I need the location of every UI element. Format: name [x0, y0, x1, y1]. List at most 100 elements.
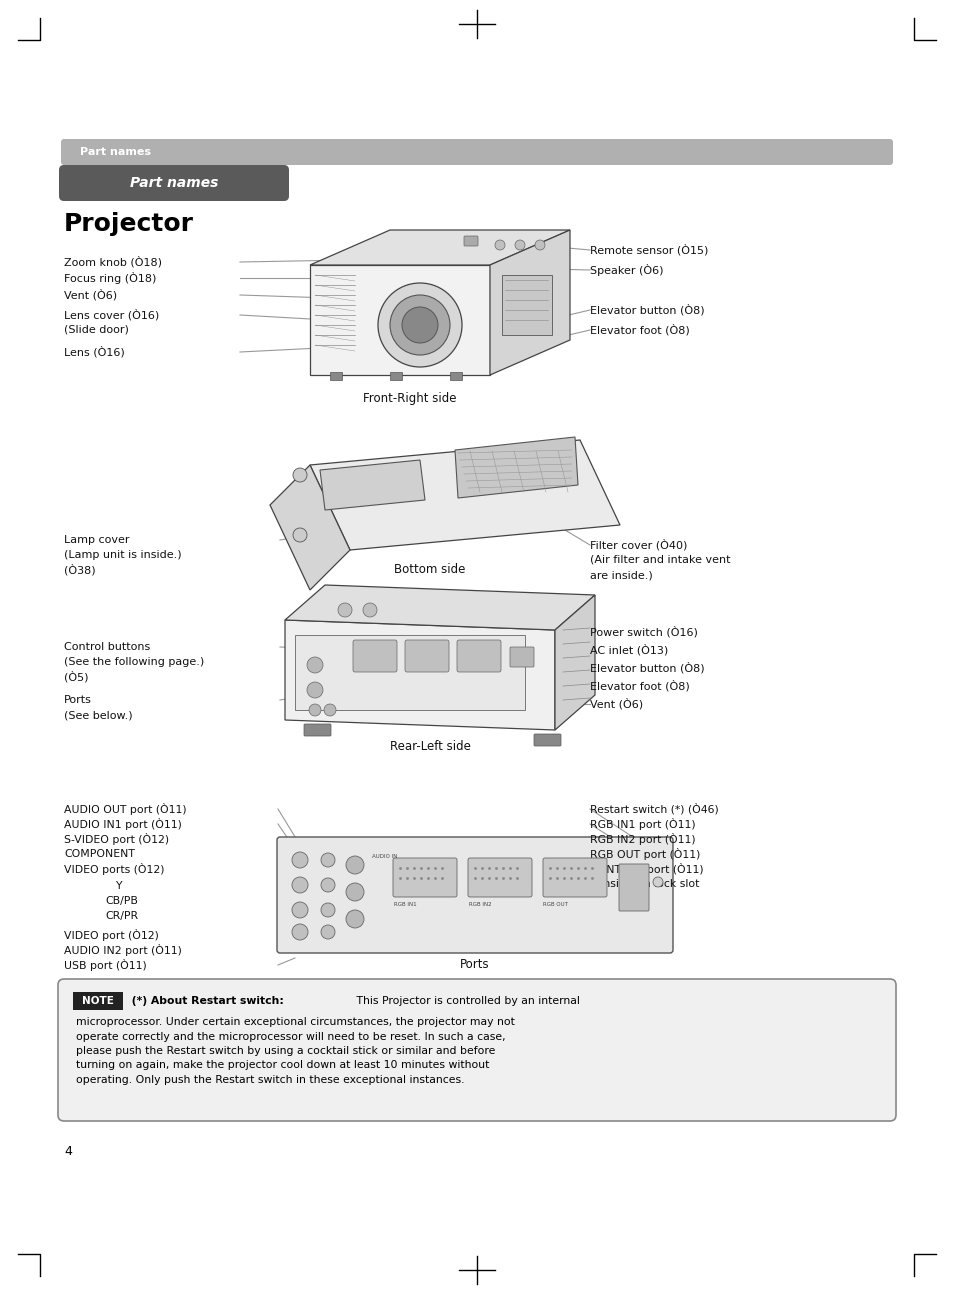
FancyBboxPatch shape [58, 980, 895, 1121]
FancyBboxPatch shape [304, 725, 331, 736]
FancyBboxPatch shape [534, 734, 560, 747]
Text: NOTE: NOTE [82, 996, 113, 1005]
Text: (See the following page.): (See the following page.) [64, 657, 204, 666]
FancyBboxPatch shape [276, 837, 672, 952]
FancyBboxPatch shape [330, 371, 341, 380]
Text: Zoom knob (Ò18): Zoom knob (Ò18) [64, 256, 162, 268]
Text: RGB IN2 port (Ò11): RGB IN2 port (Ò11) [589, 833, 695, 845]
FancyBboxPatch shape [59, 166, 289, 201]
Text: Kensington lock slot: Kensington lock slot [589, 879, 699, 889]
FancyBboxPatch shape [618, 864, 648, 911]
Circle shape [307, 682, 323, 697]
Text: S-VIDEO port (Ò12): S-VIDEO port (Ò12) [64, 833, 169, 845]
FancyBboxPatch shape [390, 371, 401, 380]
Text: (*) About Restart switch:: (*) About Restart switch: [128, 996, 284, 1005]
Text: (Ò38): (Ò38) [64, 564, 95, 576]
FancyBboxPatch shape [294, 635, 524, 710]
FancyBboxPatch shape [456, 641, 500, 672]
Text: CR/PR: CR/PR [105, 911, 138, 921]
Text: Ports: Ports [459, 958, 489, 970]
Text: Bottom side: Bottom side [394, 563, 465, 576]
Text: Power switch (Ò16): Power switch (Ò16) [589, 626, 698, 638]
Text: Elevator button (Ò8): Elevator button (Ò8) [589, 663, 704, 674]
Polygon shape [310, 440, 619, 550]
Text: AUDIO IN2 port (Ò11): AUDIO IN2 port (Ò11) [64, 945, 182, 956]
Text: VIDEO ports (Ò12): VIDEO ports (Ò12) [64, 863, 164, 875]
Text: COMPONENT: COMPONENT [64, 849, 134, 859]
Text: (Slide door): (Slide door) [64, 325, 129, 335]
Text: operate correctly and the microprocessor will need to be reset. In such a case,: operate correctly and the microprocessor… [76, 1031, 505, 1042]
Text: RGB OUT port (Ò11): RGB OUT port (Ò11) [589, 848, 700, 861]
Text: Front-Right side: Front-Right side [363, 392, 456, 405]
FancyBboxPatch shape [542, 858, 606, 897]
Text: Ports: Ports [64, 695, 91, 705]
Text: RGB IN1: RGB IN1 [394, 902, 416, 907]
Circle shape [401, 307, 437, 343]
Text: (Air filter and intake vent: (Air filter and intake vent [589, 555, 730, 565]
FancyBboxPatch shape [450, 371, 461, 380]
Polygon shape [490, 230, 569, 375]
Circle shape [515, 239, 524, 250]
Text: Part names: Part names [130, 176, 218, 190]
Circle shape [320, 853, 335, 867]
Text: Elevator button (Ò8): Elevator button (Ò8) [589, 304, 704, 316]
Polygon shape [319, 459, 424, 510]
Circle shape [652, 877, 662, 886]
Polygon shape [270, 465, 350, 590]
FancyBboxPatch shape [501, 276, 552, 335]
Text: (See below.): (See below.) [64, 710, 132, 719]
Text: operating. Only push the Restart switch in these exceptional instances.: operating. Only push the Restart switch … [76, 1075, 464, 1084]
Circle shape [324, 704, 335, 716]
Text: RGB IN2: RGB IN2 [468, 902, 491, 907]
Circle shape [346, 857, 364, 873]
Text: AUDIO OUT port (Ò11): AUDIO OUT port (Ò11) [64, 804, 187, 815]
Text: Speaker (Ò6): Speaker (Ò6) [589, 264, 662, 276]
FancyBboxPatch shape [73, 992, 123, 1011]
Text: AC inlet (Ò13): AC inlet (Ò13) [589, 644, 667, 656]
Text: Projector: Projector [64, 212, 193, 236]
Text: Filter cover (Ò40): Filter cover (Ò40) [589, 540, 687, 551]
FancyBboxPatch shape [405, 641, 449, 672]
Circle shape [320, 879, 335, 892]
Text: 4: 4 [64, 1145, 71, 1158]
Circle shape [346, 883, 364, 901]
Text: (Ò5): (Ò5) [64, 672, 89, 683]
Circle shape [390, 295, 450, 355]
Polygon shape [555, 595, 595, 730]
Circle shape [293, 468, 307, 481]
Text: Vent (Ò6): Vent (Ò6) [64, 290, 117, 300]
FancyBboxPatch shape [61, 138, 892, 166]
Circle shape [495, 239, 504, 250]
Text: Y: Y [115, 881, 121, 892]
Text: CB/PB: CB/PB [105, 895, 138, 906]
Circle shape [377, 283, 461, 367]
Text: Elevator foot (Ò8): Elevator foot (Ò8) [589, 325, 689, 335]
Text: Lens cover (Ò16): Lens cover (Ò16) [64, 309, 159, 321]
FancyBboxPatch shape [353, 641, 396, 672]
Circle shape [307, 657, 323, 673]
Circle shape [292, 902, 308, 917]
Polygon shape [310, 230, 569, 265]
Text: Control buttons: Control buttons [64, 642, 150, 652]
Circle shape [320, 925, 335, 939]
Circle shape [320, 903, 335, 917]
Text: Lamp cover: Lamp cover [64, 534, 130, 545]
Text: Vent (Ò6): Vent (Ò6) [589, 699, 642, 709]
Polygon shape [310, 265, 490, 375]
FancyBboxPatch shape [463, 236, 477, 246]
Polygon shape [285, 620, 555, 730]
Circle shape [309, 704, 320, 716]
Text: (Lamp unit is inside.): (Lamp unit is inside.) [64, 550, 181, 560]
Circle shape [292, 877, 308, 893]
Text: turning on again, make the projector cool down at least 10 minutes without: turning on again, make the projector coo… [76, 1061, 489, 1070]
Text: AUDIO IN: AUDIO IN [372, 854, 397, 859]
Text: are inside.): are inside.) [589, 569, 652, 580]
Text: Focus ring (Ò18): Focus ring (Ò18) [64, 272, 156, 283]
Circle shape [535, 239, 544, 250]
Text: microprocessor. Under certain exceptional circumstances, the projector may not: microprocessor. Under certain exceptiona… [76, 1017, 515, 1027]
Text: Part names: Part names [80, 148, 151, 157]
Text: CONTROL port (Ò11): CONTROL port (Ò11) [589, 863, 703, 875]
FancyBboxPatch shape [393, 858, 456, 897]
Text: USB port (Ò11): USB port (Ò11) [64, 959, 147, 970]
Text: please push the Restart switch by using a cocktail stick or similar and before: please push the Restart switch by using … [76, 1046, 495, 1056]
